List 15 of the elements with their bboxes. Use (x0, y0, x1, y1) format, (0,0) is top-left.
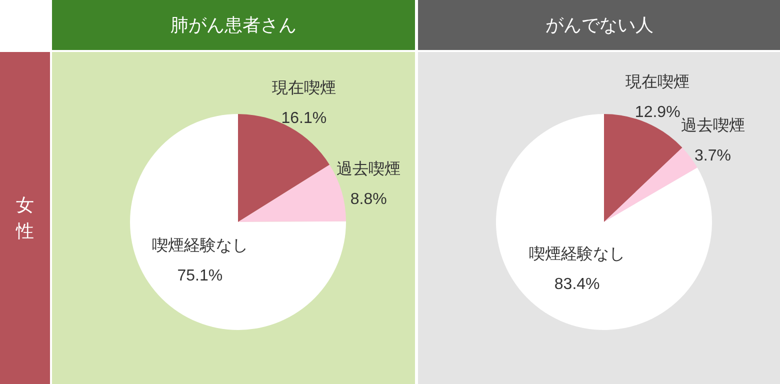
data-label: 16.1% (281, 110, 327, 128)
slice-label: 過去喫煙 (336, 160, 401, 178)
slice-label: 過去喫煙 (680, 116, 745, 134)
data-label: 12.9% (634, 104, 680, 122)
chart-title: がんでない人 (418, 0, 780, 50)
chart-title: 肺がん患者さん (52, 0, 415, 50)
data-label: 83.4% (554, 276, 600, 293)
slice-label: 喫煙経験なし (152, 236, 248, 254)
text: 女性 (16, 194, 34, 243)
data-label: 75.1% (177, 267, 223, 284)
data-label: 3.7% (694, 147, 731, 164)
slice-label: 喫煙経験なし (529, 244, 626, 263)
data-label: 8.8% (350, 191, 387, 208)
slice-label: 現在喫煙 (626, 73, 690, 92)
slice-label: 現在喫煙 (272, 79, 336, 98)
